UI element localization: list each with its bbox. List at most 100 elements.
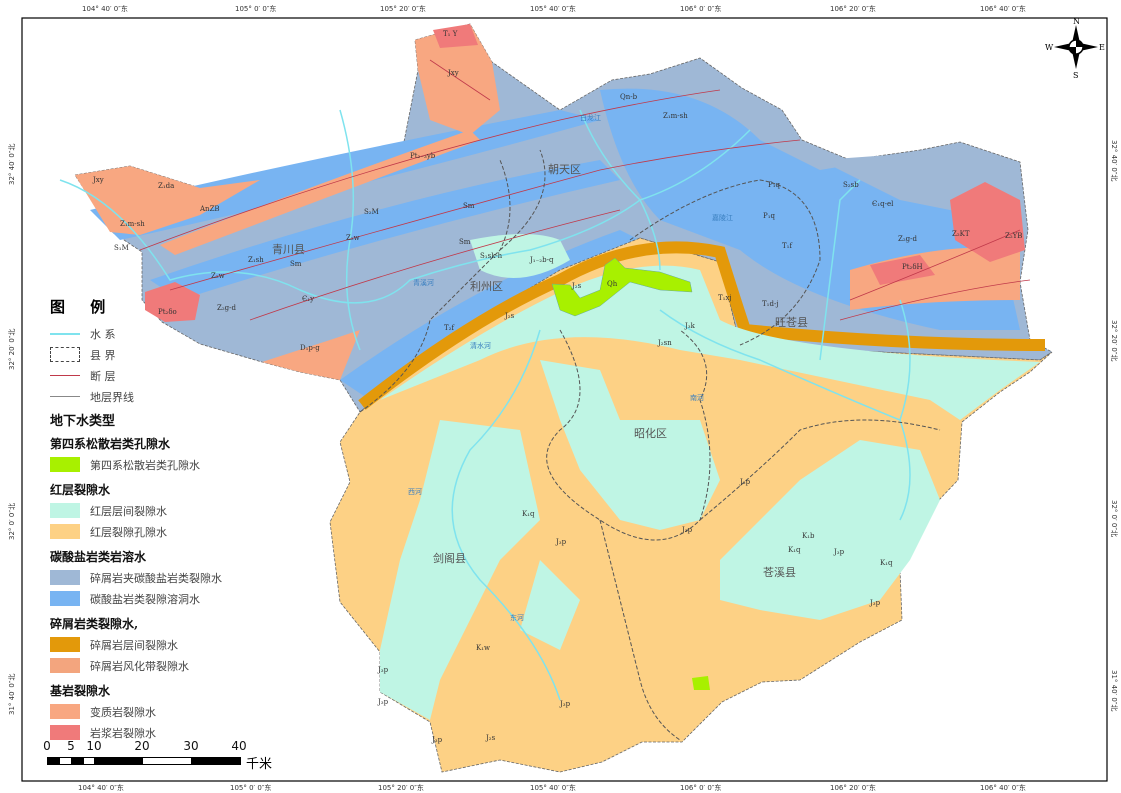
- svg-text:105° 20′ 0″东: 105° 20′ 0″东: [378, 783, 424, 792]
- svg-text:104° 40′ 0″东: 104° 40′ 0″东: [82, 4, 128, 13]
- svg-text:T₁f: T₁f: [782, 242, 793, 250]
- legend-group-title: 碳酸盐岩类岩溶水: [50, 550, 147, 564]
- svg-text:Qh: Qh: [607, 280, 618, 288]
- scale-unit: 千米: [246, 757, 273, 772]
- svg-text:105° 0′ 0″东: 105° 0′ 0″东: [230, 783, 271, 792]
- svg-text:S₁sk-h: S₁sk-h: [480, 252, 503, 260]
- north-arrow-icon: N S W E: [1045, 17, 1105, 80]
- river-labels: 白龙江 嘉陵江 青溪河 清水河 南河 西河 东河: [408, 113, 733, 622]
- svg-text:朝天区: 朝天区: [548, 163, 581, 176]
- svg-text:旺苍县: 旺苍县: [775, 316, 808, 329]
- svg-text:Pt₂δH: Pt₂δH: [902, 263, 923, 271]
- legend-item: 红层裂隙孔隙水: [50, 521, 280, 542]
- svg-text:N: N: [1073, 17, 1080, 26]
- svg-text:清水河: 清水河: [470, 341, 491, 350]
- zone-quaternary-2: [692, 676, 710, 690]
- svg-text:106° 20′ 0″东: 106° 20′ 0″东: [830, 783, 876, 792]
- svg-text:106° 0′ 0″东: 106° 0′ 0″东: [680, 4, 721, 13]
- svg-text:Sm: Sm: [290, 260, 302, 268]
- svg-text:S₂M: S₂M: [364, 208, 379, 216]
- geology-labels: T₁ Y Jxy Pt₂₋₃yb Jxy Z₁da AnZB Z₁m-sh S₁…: [92, 30, 1022, 744]
- legend-item-river: 水 系: [50, 323, 280, 344]
- svg-text:J₃p: J₃p: [739, 478, 751, 486]
- svg-text:J₃k: J₃k: [684, 322, 696, 330]
- rivers: [59, 109, 911, 701]
- county-labels: 青川县 朝天区 利州区 旺苍县 昭化区 剑阁县 苍溪县: [272, 163, 808, 579]
- svg-text:Sm: Sm: [459, 238, 471, 246]
- svg-text:西河: 西河: [408, 488, 422, 496]
- svg-text:Z₁m-sh: Z₁m-sh: [663, 112, 688, 120]
- svg-text:剑阁县: 剑阁县: [433, 551, 466, 565]
- svg-text:J₃p: J₃p: [555, 538, 567, 546]
- svg-text:32° 20′ 0″北: 32° 20′ 0″北: [8, 329, 16, 370]
- legend-heading: 地下水类型: [50, 414, 116, 429]
- svg-text:P₁q: P₁q: [763, 212, 776, 220]
- svg-text:青溪河: 青溪河: [413, 278, 434, 287]
- svg-text:S: S: [1073, 71, 1078, 80]
- legend-title: 图 例: [50, 298, 116, 316]
- svg-text:东河: 东河: [510, 613, 524, 622]
- svg-text:E: E: [1099, 43, 1105, 52]
- svg-text:D₁p-g: D₁p-g: [300, 344, 320, 352]
- svg-text:青川县: 青川县: [272, 243, 305, 256]
- svg-text:K₁b: K₁b: [802, 532, 815, 540]
- svg-text:Z₂w: Z₂w: [211, 272, 225, 280]
- svg-text:105° 40′ 0″东: 105° 40′ 0″东: [530, 783, 576, 792]
- zone-magmatic: [145, 24, 1025, 322]
- svg-text:J₃p: J₃p: [869, 599, 881, 607]
- longitude-labels-bottom: 104° 40′ 0″东 105° 0′ 0″东 105° 20′ 0″东 10…: [78, 783, 1026, 792]
- svg-text:T₂f: T₂f: [444, 324, 455, 332]
- svg-text:K₁w: K₁w: [476, 644, 490, 652]
- longitude-labels-top: 104° 40′ 0″东 105° 0′ 0″东 105° 20′ 0″东 10…: [82, 4, 1026, 13]
- svg-text:105° 0′ 0″东: 105° 0′ 0″东: [235, 4, 276, 13]
- legend-item: 变质岩裂隙水: [50, 701, 280, 722]
- legend-item: 碎屑岩风化带裂隙水: [50, 655, 280, 676]
- svg-text:J₃p: J₃p: [377, 666, 389, 674]
- svg-text:S₂sb: S₂sb: [843, 181, 859, 189]
- scale-bar: 0 5 10 20 30 40 千米: [43, 739, 273, 772]
- svg-text:K₁q: K₁q: [880, 559, 893, 567]
- svg-text:J₃p: J₃p: [431, 736, 443, 744]
- svg-text:Z₁sh: Z₁sh: [248, 256, 264, 264]
- legend: 图 例 水 系 县 界 断 层 地层界线 地下水类型 第四系松散岩类孔隙水 第四…: [50, 296, 280, 743]
- svg-text:J₂s: J₂s: [485, 734, 496, 742]
- svg-text:J₃p: J₃p: [377, 698, 389, 706]
- legend-item: 第四系松散岩类孔隙水: [50, 454, 280, 475]
- svg-text:104° 40′ 0″东: 104° 40′ 0″东: [78, 783, 124, 792]
- svg-text:Z₂g-d: Z₂g-d: [217, 304, 237, 312]
- svg-text:Pt₂₋₃yb: Pt₂₋₃yb: [410, 152, 436, 160]
- svg-text:T₁d-j: T₁d-j: [762, 300, 779, 308]
- svg-text:AnZB: AnZB: [199, 205, 220, 213]
- legend-item: 碎屑岩夹碳酸盐岩类裂隙水: [50, 567, 280, 588]
- svg-text:苍溪县: 苍溪县: [763, 566, 796, 579]
- svg-text:106° 40′ 0″东: 106° 40′ 0″东: [980, 783, 1026, 792]
- svg-text:Є₁y: Є₁y: [302, 295, 314, 303]
- svg-text:K₁q: K₁q: [522, 510, 535, 518]
- svg-text:105° 20′ 0″东: 105° 20′ 0″东: [380, 4, 426, 13]
- svg-text:32° 40′ 0″北: 32° 40′ 0″北: [1110, 140, 1118, 181]
- legend-group-title: 碎屑岩类裂隙水,: [50, 617, 139, 631]
- svg-text:T₁ Y: T₁ Y: [443, 30, 458, 38]
- county-borders: [359, 149, 941, 741]
- svg-text:P₁q: P₁q: [768, 181, 781, 189]
- legend-item-fault: 断 层: [50, 365, 280, 386]
- svg-text:K₁q: K₁q: [788, 546, 801, 554]
- svg-text:Z₂YB: Z₂YB: [1005, 232, 1022, 240]
- svg-text:Pt₂δo: Pt₂δo: [158, 308, 177, 316]
- zone-metamorphic: [75, 24, 1020, 380]
- svg-text:31° 40′ 0″北: 31° 40′ 0″北: [1110, 670, 1118, 711]
- zone-quaternary: [551, 257, 693, 317]
- svg-text:W: W: [1045, 43, 1054, 52]
- svg-text:Sm: Sm: [463, 202, 475, 210]
- svg-text:Jxy: Jxy: [92, 176, 104, 184]
- legend-item: 红层层间裂隙水: [50, 500, 280, 521]
- legend-item-stratum-line: 地层界线: [50, 386, 280, 407]
- svg-text:J₂sn: J₂sn: [657, 339, 672, 347]
- svg-text:106° 40′ 0″东: 106° 40′ 0″东: [980, 4, 1026, 13]
- svg-text:J₂s: J₂s: [504, 312, 515, 320]
- svg-text:Z₂KT: Z₂KT: [952, 230, 970, 238]
- legend-group-title: 基岩裂隙水: [50, 684, 111, 698]
- svg-text:南河: 南河: [690, 393, 704, 402]
- zone-clastic-interbed: [358, 241, 1046, 410]
